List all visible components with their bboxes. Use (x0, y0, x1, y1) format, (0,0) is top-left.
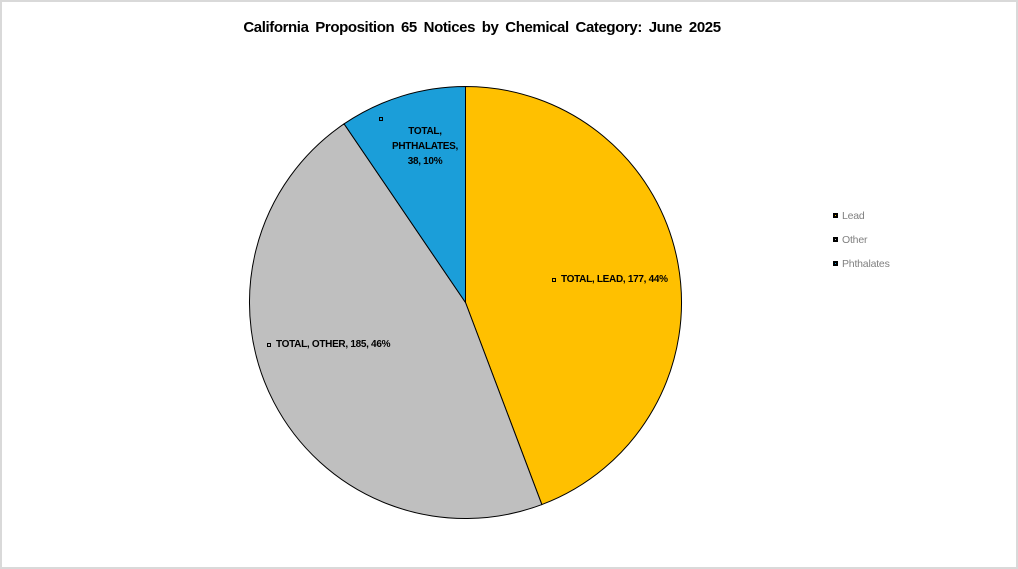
data-label-other-text: TOTAL, OTHER, 185, 46% (276, 339, 391, 350)
data-label-phthalates-line3: 38, 10% (407, 156, 443, 167)
pie-slice-other (249, 123, 543, 519)
legend-swatch-phthalates (833, 261, 838, 266)
label-key-phthalates-icon (379, 117, 383, 121)
pie-slice-lead (465, 85, 682, 506)
chart-title: California Proposition 65 Notices by Che… (243, 19, 721, 36)
data-label-phthalates-line2: PHTHALATES, (392, 141, 458, 152)
pie-slice-phthalates (343, 85, 466, 305)
legend-item-lead: Lead (833, 209, 890, 222)
legend-item-phthalates: Phthalates (833, 257, 890, 270)
legend-label-phthalates: Phthalates (842, 257, 890, 270)
data-label-lead-text: TOTAL, LEAD, 177, 44% (561, 274, 668, 285)
data-label-lead: TOTAL, LEAD, 177, 44% (552, 274, 668, 285)
legend-label-other: Other (842, 233, 868, 246)
legend-item-other: Other (833, 233, 890, 246)
label-key-other-icon (267, 342, 271, 347)
legend-swatch-other (833, 237, 838, 242)
legend: Lead Other Phthalates (833, 209, 890, 281)
data-label-phthalates-line1: TOTAL, (408, 126, 442, 137)
data-label-phthalates: TOTAL, PHTHALATES, 38, 10% (377, 124, 473, 169)
pie-chart (249, 85, 682, 519)
legend-label-lead: Lead (842, 209, 865, 222)
data-label-other: TOTAL, OTHER, 185, 46% (267, 339, 390, 350)
label-key-lead-icon (552, 277, 556, 282)
legend-swatch-lead (833, 213, 838, 218)
